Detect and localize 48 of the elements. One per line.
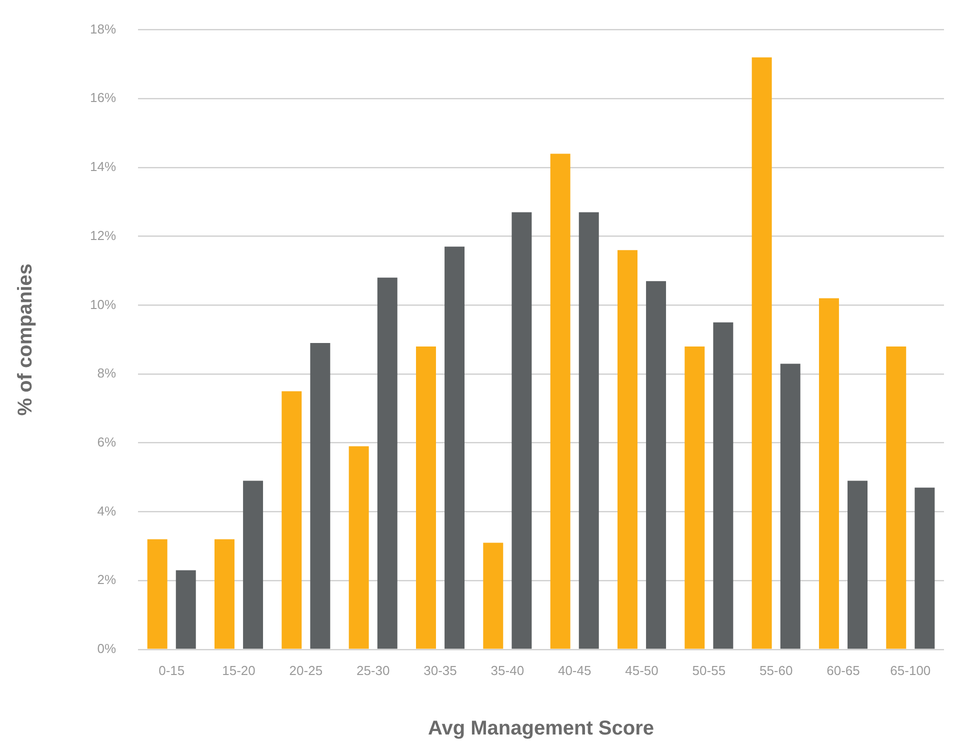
y-tick-label: 4%: [97, 503, 116, 518]
bar: [752, 57, 772, 649]
y-tick-label: 6%: [97, 434, 116, 450]
bar: [444, 246, 465, 649]
bar: [214, 539, 234, 649]
x-tick-label: 40-45: [558, 662, 592, 678]
bar: [416, 346, 436, 649]
bar: [310, 343, 330, 649]
x-tick-label: 45-50: [625, 662, 658, 678]
bar: [512, 212, 532, 649]
bar: [684, 346, 705, 649]
x-tick-label: 65-100: [890, 662, 931, 678]
y-tick-label: 10%: [90, 296, 116, 312]
x-tick-label: 0-15: [158, 662, 185, 678]
bar: [848, 480, 868, 649]
bar: [886, 346, 906, 649]
y-tick-label: 8%: [97, 366, 116, 381]
x-tick-label: 15-20: [222, 662, 256, 678]
x-tick-label: 20-25: [289, 662, 323, 678]
x-tick-label: 60-65: [826, 662, 860, 678]
x-tick-label: 50-55: [692, 662, 726, 678]
x-axis-title: Avg Management Score: [428, 718, 654, 740]
y-tick-label: 16%: [90, 90, 116, 106]
y-axis-title: % of companies: [14, 263, 37, 416]
bar: [243, 480, 264, 649]
bar: [914, 488, 935, 649]
bar: [818, 298, 839, 649]
y-tick-label: 12%: [90, 228, 116, 243]
bar: [780, 364, 800, 649]
bar: [483, 542, 504, 649]
bar: [147, 539, 168, 649]
bar: [550, 154, 570, 649]
bar: [578, 212, 599, 649]
y-tick-label: 0%: [97, 640, 116, 656]
x-tick-label: 35-40: [490, 662, 524, 678]
x-tick-label: 55-60: [759, 662, 793, 678]
bar: [282, 391, 302, 649]
bar: [377, 278, 398, 649]
bar: [617, 250, 638, 649]
y-tick-label: 14%: [90, 159, 116, 174]
y-tick-label: 2%: [97, 572, 116, 588]
y-tick-label: 18%: [90, 21, 116, 36]
x-tick-label: 30-35: [424, 662, 457, 678]
bar: [713, 322, 734, 649]
x-tick-label: 25-30: [356, 662, 390, 678]
bar: [348, 446, 369, 649]
bar: [646, 281, 666, 649]
bar: [176, 570, 196, 649]
